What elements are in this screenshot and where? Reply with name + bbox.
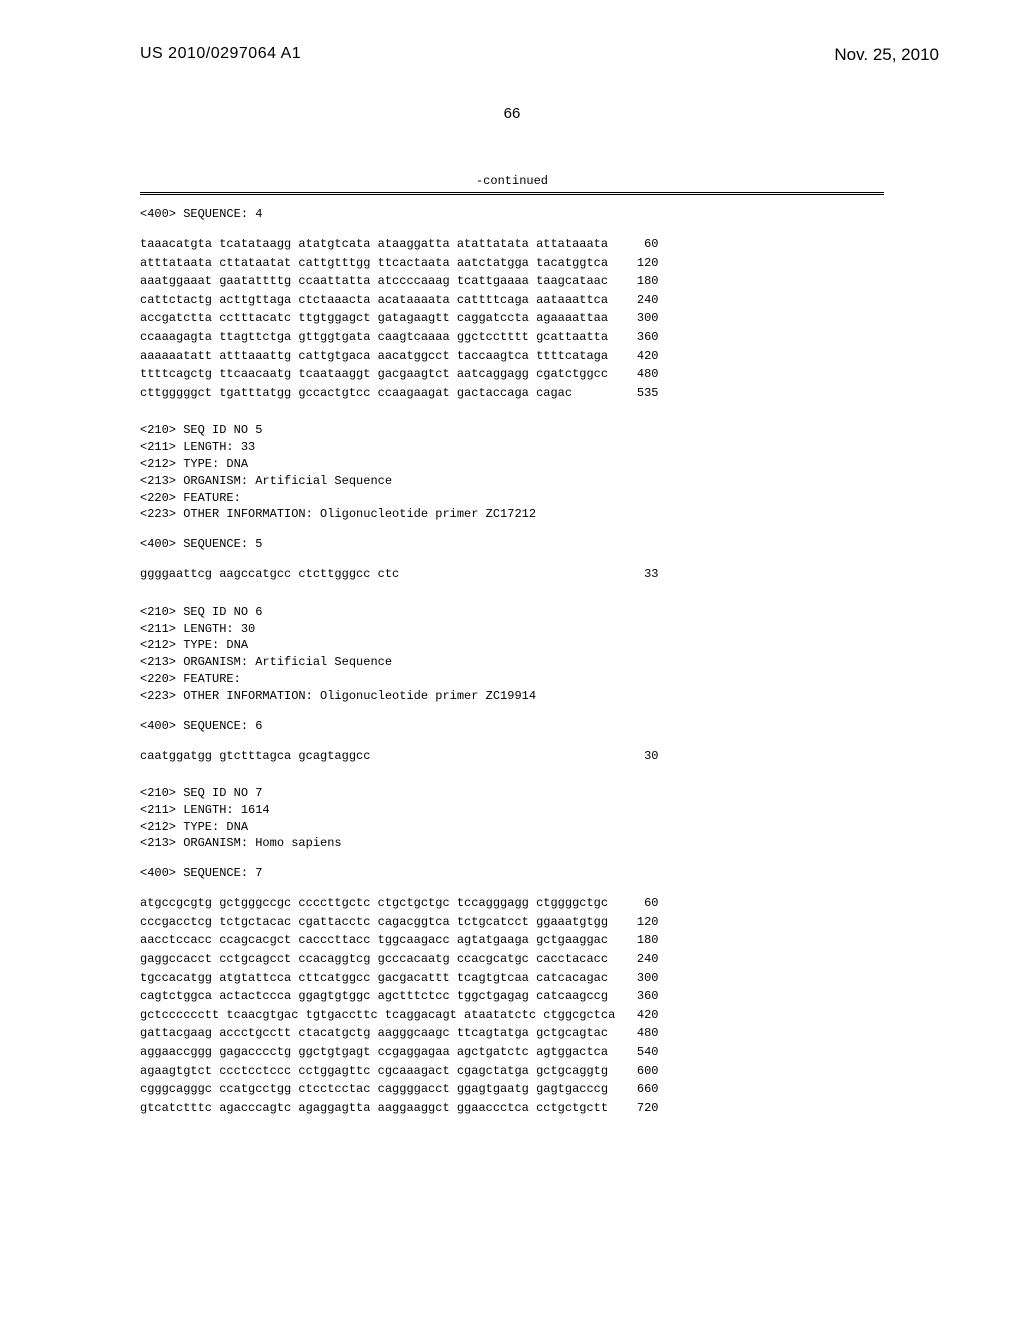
sequence-row: gtcatctttc agacccagtc agaggagtta aaggaag… [140,1099,884,1118]
seq5-header: <400> SEQUENCE: 5 [140,535,884,553]
sequence-row: aggaaccggg gagacccctg ggctgtgagt ccgagga… [140,1043,884,1062]
meta-line: <211> LENGTH: 30 [140,621,884,638]
sequence-row: cattctactg acttgttaga ctctaaacta acataaa… [140,291,884,310]
seq4-header: <400> SEQUENCE: 4 [140,205,884,223]
sequence-row: caatggatgg gtctttagca gcagtaggcc 30 [140,747,884,766]
continued-label: -continued [140,172,884,190]
sequence-row: atgccgcgtg gctgggccgc ccccttgctc ctgctgc… [140,894,884,913]
seq7-block: atgccgcgtg gctgggccgc ccccttgctc ctgctgc… [140,894,884,1117]
sequence-row: cgggcagggc ccatgcctgg ctcctcctac cagggga… [140,1080,884,1099]
meta-line: <210> SEQ ID NO 6 [140,604,884,621]
sequence-row: aacctccacc ccagcacgct cacccttacc tggcaag… [140,931,884,950]
meta-line: <223> OTHER INFORMATION: Oligonucleotide… [140,506,884,523]
seq4-block: taaacatgta tcatataagg atatgtcata ataagga… [140,235,884,402]
seq5-meta: <210> SEQ ID NO 5<211> LENGTH: 33<212> T… [140,422,884,523]
rule-thin [140,194,884,195]
sequence-row: ggggaattcg aagccatgcc ctcttgggcc ctc 33 [140,565,884,584]
sequence-row: cccgacctcg tctgctacac cgattacctc cagacgg… [140,913,884,932]
meta-line: <210> SEQ ID NO 7 [140,785,884,802]
seq5-block: ggggaattcg aagccatgcc ctcttgggcc ctc 33 [140,565,884,584]
sequence-row: gaggccacct cctgcagcct ccacaggtcg gcccaca… [140,950,884,969]
sequence-row: gctcccccctt tcaacgtgac tgtgaccttc tcagga… [140,1006,884,1025]
seq7-meta: <210> SEQ ID NO 7<211> LENGTH: 1614<212>… [140,785,884,852]
meta-line: <212> TYPE: DNA [140,819,884,836]
sequence-row: ttttcagctg ttcaacaatg tcaataaggt gacgaag… [140,365,884,384]
sequence-row: aaatggaaat gaatattttg ccaattatta atcccca… [140,272,884,291]
sequence-row: accgatctta cctttacatc ttgtggagct gatagaa… [140,309,884,328]
sequence-row: aaaaaatatt atttaaattg cattgtgaca aacatgg… [140,347,884,366]
sequence-row: atttataata cttataatat cattgtttgg ttcacta… [140,254,884,273]
meta-line: <220> FEATURE: [140,490,884,507]
page-number: 66 [0,105,1024,122]
meta-line: <213> ORGANISM: Homo sapiens [140,835,884,852]
meta-line: <212> TYPE: DNA [140,637,884,654]
sequence-row: ccaaagagta ttagttctga gttggtgata caagtca… [140,328,884,347]
meta-line: <211> LENGTH: 1614 [140,802,884,819]
sequence-row: tgccacatgg atgtattcca cttcatggcc gacgaca… [140,969,884,988]
sequence-row: gattacgaag accctgcctt ctacatgctg aagggca… [140,1024,884,1043]
sequence-row: taaacatgta tcatataagg atatgtcata ataagga… [140,235,884,254]
meta-line: <213> ORGANISM: Artificial Sequence [140,473,884,490]
publication-date: Nov. 25, 2010 [834,45,939,65]
rule-top [140,192,884,193]
publication-number: US 2010/0297064 A1 [140,45,301,63]
sequence-row: agaagtgtct ccctcctccc cctggagttc cgcaaag… [140,1062,884,1081]
meta-line: <211> LENGTH: 33 [140,439,884,456]
content-area: -continued <400> SEQUENCE: 4 taaacatgta … [0,172,1024,1117]
seq6-block: caatggatgg gtctttagca gcagtaggcc 30 [140,747,884,766]
page-header: US 2010/0297064 A1 Nov. 25, 2010 [0,0,1024,65]
seq6-meta: <210> SEQ ID NO 6<211> LENGTH: 30<212> T… [140,604,884,705]
meta-line: <213> ORGANISM: Artificial Sequence [140,654,884,671]
sequence-row: cttgggggct tgatttatgg gccactgtcc ccaagaa… [140,384,884,403]
meta-line: <220> FEATURE: [140,671,884,688]
meta-line: <212> TYPE: DNA [140,456,884,473]
meta-line: <223> OTHER INFORMATION: Oligonucleotide… [140,688,884,705]
seq7-header: <400> SEQUENCE: 7 [140,864,884,882]
seq6-header: <400> SEQUENCE: 6 [140,717,884,735]
meta-line: <210> SEQ ID NO 5 [140,422,884,439]
sequence-row: cagtctggca actactccca ggagtgtggc agctttc… [140,987,884,1006]
